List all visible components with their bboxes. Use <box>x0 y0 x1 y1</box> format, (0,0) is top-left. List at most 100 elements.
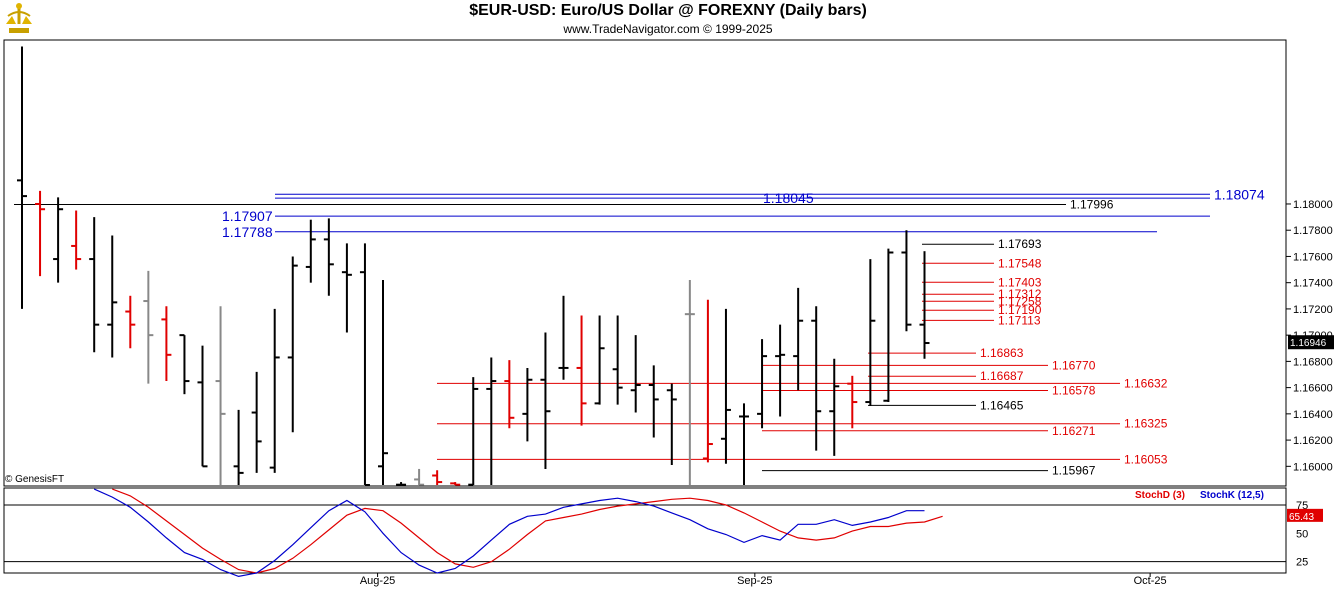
date-tick-label: Sep-25 <box>737 575 772 587</box>
osc-last-box <box>1287 508 1323 522</box>
ohlc-bar <box>341 243 352 333</box>
ohlc-bar <box>269 308 280 473</box>
ohlc-bar <box>179 334 190 395</box>
level-label: 1.17258 <box>998 294 1042 308</box>
ohlc-bar <box>251 371 262 473</box>
level-label: 1.17996 <box>1070 197 1114 211</box>
level-label: 1.17548 <box>998 256 1042 270</box>
ohlc-bar <box>396 482 407 486</box>
price-tick-label: 1.16200 <box>1293 435 1333 447</box>
level-label: 1.16053 <box>1124 452 1168 466</box>
level-label: 1.17907 <box>222 208 273 224</box>
level-label: 1.17403 <box>998 275 1042 289</box>
ohlc-bar <box>161 306 172 382</box>
level-label: 1.16687 <box>980 369 1024 383</box>
ohlc-bar <box>17 46 27 309</box>
price-panel-frame <box>3 39 1287 487</box>
ohlc-bar <box>829 358 840 456</box>
ohlc-bar <box>847 375 858 429</box>
stoch-line <box>93 488 925 578</box>
price-tick-label: 1.17200 <box>1293 304 1333 316</box>
level-label: 1.18045 <box>763 190 814 206</box>
ohlc-bar <box>883 248 894 403</box>
ohlc-bar <box>323 218 334 296</box>
genesis-credit: © GenesisFT <box>5 474 65 485</box>
ohlc-bar <box>378 280 388 485</box>
level-label: 1.17312 <box>998 287 1042 301</box>
chart-title: $EUR-USD: Euro/US Dollar @ FOREXNY (Dail… <box>469 2 867 19</box>
ohlc-bar <box>233 409 244 485</box>
date-tick-label: Aug-25 <box>360 575 395 587</box>
level-label: 1.17788 <box>222 224 273 240</box>
stoch-line <box>112 488 943 574</box>
ohlc-bars <box>17 46 930 486</box>
chart-frames <box>3 39 1287 574</box>
osc-tick-label: 50 <box>1296 528 1308 540</box>
stochd-legend: StochD (3) <box>1135 490 1185 501</box>
stochastic-panel-frame <box>3 487 1287 574</box>
osc-last-label: 65.43 <box>1289 512 1314 523</box>
ohlc-bar <box>919 251 930 359</box>
date-axis: Aug-25 Sep-25 Oct-25 <box>360 573 1167 587</box>
price-tick-label: 1.16600 <box>1293 383 1333 395</box>
last-price-label: 1.16946 <box>1290 338 1327 349</box>
ohlc-bar <box>486 357 497 485</box>
ohlc-bar <box>793 287 804 391</box>
ohlc-bar <box>558 295 569 380</box>
ohlc-bar <box>612 315 623 405</box>
price-tick-label: 1.17600 <box>1293 251 1333 263</box>
ohlc-bar <box>53 197 64 283</box>
ohlc-bar <box>197 345 208 468</box>
ohlc-bar <box>522 367 533 442</box>
ohlc-bar <box>143 270 154 384</box>
price-tick-label: 1.17400 <box>1293 278 1333 290</box>
level-label: 1.16578 <box>1052 384 1096 398</box>
ohlc-bar <box>702 299 713 463</box>
price-tick-label: 1.16400 <box>1293 409 1333 421</box>
ohlc-bar <box>359 243 370 486</box>
price-axis: 1.160001.162001.164001.166001.168001.170… <box>1286 199 1334 473</box>
ohlc-bar <box>739 403 749 485</box>
level-label: 1.15967 <box>1052 464 1096 478</box>
level-label: 1.18074 <box>1214 186 1265 202</box>
ohlc-bar <box>811 306 822 451</box>
level-label: 1.17190 <box>998 303 1042 317</box>
ohlc-bar <box>71 210 82 270</box>
ohlc-bar <box>305 219 316 283</box>
genesis-logo-icon <box>4 2 34 41</box>
ohlc-bar <box>432 470 443 485</box>
ohlc-bar <box>576 315 587 426</box>
level-label: 1.16632 <box>1124 376 1168 390</box>
ohlc-bar <box>35 190 46 277</box>
ohlc-bar <box>468 377 479 486</box>
price-tick-label: 1.16800 <box>1293 356 1333 368</box>
date-tick-label: Oct-25 <box>1134 575 1167 587</box>
ohlc-bar <box>720 308 731 464</box>
level-label: 1.16465 <box>980 398 1024 412</box>
level-label: 1.16863 <box>980 346 1024 360</box>
ohlc-bar <box>757 339 768 429</box>
ohlc-bar <box>648 365 659 438</box>
ohlc-bar <box>125 295 136 349</box>
ohlc-bar <box>775 324 786 417</box>
level-label: 1.16770 <box>1052 358 1096 372</box>
level-label: 1.17113 <box>998 313 1041 327</box>
ohlc-bar <box>89 217 100 353</box>
ohlc-bar <box>865 259 876 406</box>
chart-subtitle: www.TradeNavigator.com © 1999-2025 <box>563 22 773 36</box>
price-tick-label: 1.17800 <box>1293 225 1333 237</box>
ohlc-bar <box>215 306 226 485</box>
level-label: 1.16271 <box>1052 424 1096 438</box>
ohlc-bar <box>666 383 677 466</box>
chart-header: $EUR-USD: Euro/US Dollar @ FOREXNY (Dail… <box>0 0 1336 40</box>
last-price-box <box>1288 335 1334 350</box>
price-tick-label: 1.16000 <box>1293 461 1333 473</box>
ohlc-bar <box>414 468 425 486</box>
stochk-legend: StochK (12,5) <box>1200 490 1264 501</box>
level-label: 1.16325 <box>1124 417 1168 431</box>
ohlc-bar <box>107 235 118 358</box>
ohlc-bar <box>594 315 605 405</box>
